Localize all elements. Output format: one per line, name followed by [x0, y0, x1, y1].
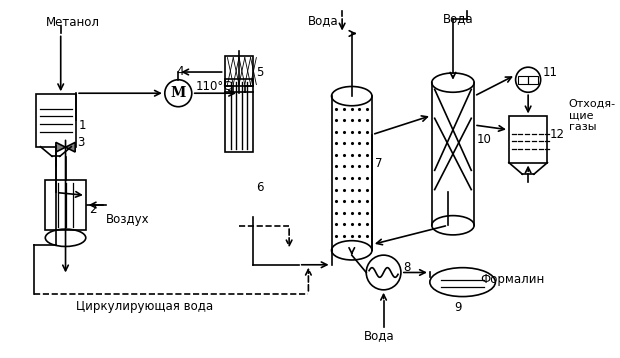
Text: 5: 5 — [256, 66, 264, 78]
Text: Метанол: Метанол — [46, 16, 100, 29]
Text: 6: 6 — [256, 181, 264, 194]
Bar — [518, 76, 528, 83]
Bar — [36, 94, 76, 147]
Text: 11: 11 — [542, 66, 557, 78]
Text: 7: 7 — [375, 157, 383, 170]
Polygon shape — [56, 142, 66, 152]
Text: 2: 2 — [89, 203, 96, 216]
Text: Отходя-
щие
газы: Отходя- щие газы — [569, 99, 616, 132]
Bar — [224, 79, 254, 151]
Text: 12: 12 — [549, 128, 564, 141]
Text: 9: 9 — [454, 301, 461, 314]
Text: 4: 4 — [177, 65, 184, 78]
Bar — [509, 116, 547, 163]
Text: 10: 10 — [477, 133, 492, 146]
Text: 110°C: 110°C — [196, 80, 232, 93]
Bar — [224, 55, 254, 87]
Text: Циркулирующая вода: Циркулирующая вода — [76, 300, 213, 314]
Text: Вода: Вода — [443, 12, 473, 25]
Text: Воздух: Воздух — [106, 213, 149, 226]
Polygon shape — [66, 142, 75, 152]
Text: 3: 3 — [77, 136, 84, 149]
Text: M: M — [170, 86, 186, 100]
Circle shape — [165, 80, 192, 107]
Bar — [45, 180, 86, 230]
Text: 8: 8 — [403, 261, 410, 274]
Text: 1: 1 — [79, 118, 87, 131]
Text: Вода: Вода — [308, 14, 338, 27]
Bar — [528, 76, 538, 83]
Text: Вода: Вода — [363, 329, 394, 342]
Text: Формалин: Формалин — [480, 273, 544, 286]
